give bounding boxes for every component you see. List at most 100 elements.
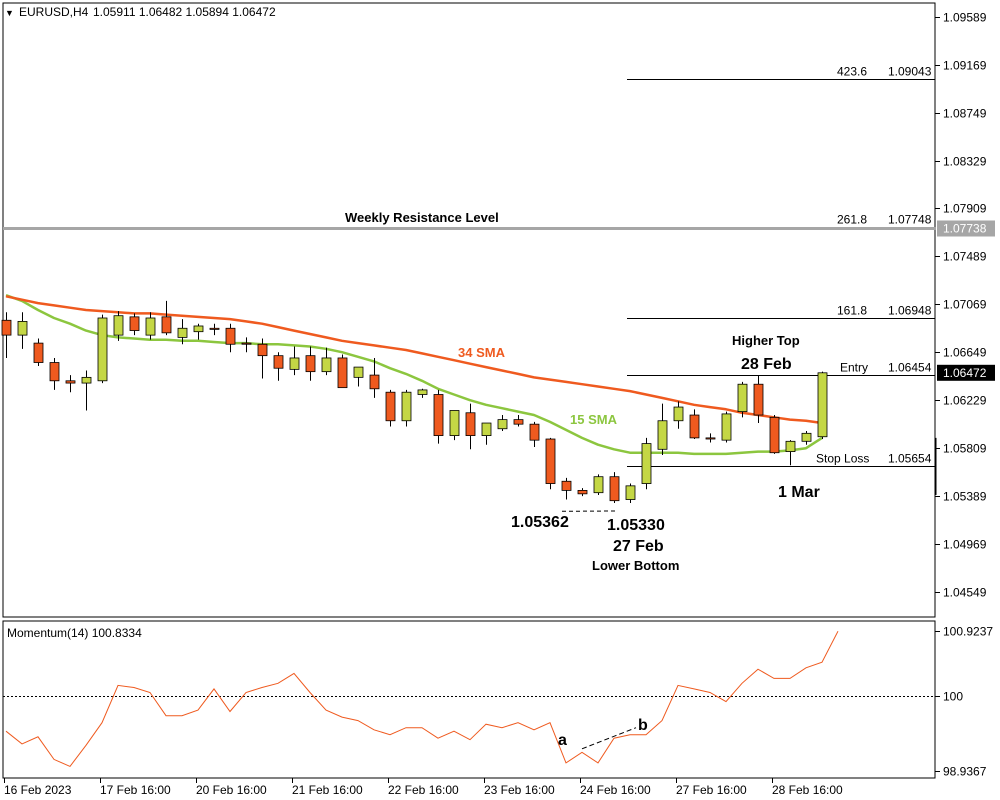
candle-body [481,422,492,436]
candle-body [401,391,412,422]
candle [337,354,348,389]
time-axis-label: 17 Feb 16:00 [100,783,171,797]
candle-body [705,437,716,440]
momentum-axis-label: 100 [943,690,963,704]
candle-body [257,343,268,357]
sma34-line [5,295,823,425]
candle-body [449,410,460,436]
time-axis-label: 22 Feb 16:00 [388,783,459,797]
candle [305,346,316,381]
candle [641,437,652,490]
candle-body [785,440,796,452]
candle [241,337,252,353]
candle [161,300,172,336]
candle [17,312,28,349]
time-axis-label: 27 Feb 16:00 [676,783,747,797]
momentum-a-label: a [558,732,567,749]
candle [545,437,556,490]
level-tag-3: Entry [840,361,868,375]
sma15-label: 15 SMA [570,412,618,427]
level-price-2: 1.06948 [888,304,932,318]
candle [369,357,380,398]
current-price-label: 1.06472 [943,366,987,380]
candle [257,338,268,379]
candle [49,357,60,390]
candle-body [385,391,396,422]
candle [721,411,732,443]
candle-body [369,374,380,390]
current-price-tag [937,364,995,381]
candle [609,472,620,503]
momentum-line [5,630,839,768]
candle [81,370,92,411]
candle [193,323,204,340]
low-1-label: 1.05362 [511,514,569,531]
candle-body [529,423,540,441]
candle [33,338,44,366]
candle [561,477,572,500]
lower-bottom-date-label: 27 Feb [613,538,664,555]
candle [785,440,796,466]
sma15-line [5,294,823,456]
symbol-dropdown-icon[interactable]: ▼ [5,8,14,18]
price-axis-label: 1.09589 [943,11,987,25]
candle-body [33,342,44,363]
candle-body [81,376,92,384]
candle [737,381,748,418]
level-price-3: 1.06454 [888,361,932,375]
candle-body [289,357,300,370]
candle-body [641,443,652,484]
level-tag-4: Stop Loss [816,452,869,466]
resistance-price-label: 1.07738 [943,222,987,236]
candle-body [465,412,476,436]
candle [481,422,492,445]
candle [657,403,668,456]
level-tag-2: 161.8 [837,304,867,318]
axis-layer: 1.09589 1.09169 1.08749 1.08329 1.07909 1.074… [4,11,995,797]
lower-bottom-label: Lower Bottom [592,558,679,573]
resistance-label: Weekly Resistance Level [345,210,499,225]
candle-body [161,316,172,334]
level-price-1: 1.07748 [888,213,932,227]
candle [769,415,780,454]
sma34-label: 34 SMA [458,345,506,360]
candle-body [97,317,108,382]
candle-body [577,490,588,495]
candle-body [321,357,332,373]
one-mar-label: 1 Mar [778,484,820,501]
candle-body [417,389,428,395]
higher-top-label: Higher Top [732,333,800,348]
candle-body [177,327,188,338]
candle [385,389,396,427]
candle-body [673,406,684,422]
candle-body [113,315,124,336]
candle [817,371,828,440]
momentum-b-label: b [638,717,648,734]
candle-body [593,476,604,494]
candle [513,415,524,427]
candle [401,389,412,427]
price-layer: 423.6 1.09043 261.8 1.07748 161.8 1.06948 Entr… [1,65,936,512]
level-price-0: 1.09043 [888,65,932,79]
candle-body [305,355,316,373]
level-tag-0: 423.6 [837,65,867,79]
candle [353,366,364,387]
candle [529,421,540,448]
price-panel-frame [2,2,936,618]
candle [497,415,508,432]
candle [801,431,812,445]
candle [433,389,444,444]
resistance-price-tag [937,220,995,237]
price-axis-label: 1.09169 [943,59,987,73]
candle [321,347,332,376]
level-tag-1: 261.8 [837,213,867,227]
symbol-label: EURUSD,H4 [19,5,89,19]
price-axis-label: 1.06229 [943,394,987,408]
candle-body [129,316,140,331]
candle [65,375,76,393]
price-axis-label: 1.07489 [943,250,987,264]
momentum-panel-frame [2,620,936,779]
price-axis-label: 1.07069 [943,298,987,312]
momentum-axis-label: 100.9237 [943,625,993,639]
